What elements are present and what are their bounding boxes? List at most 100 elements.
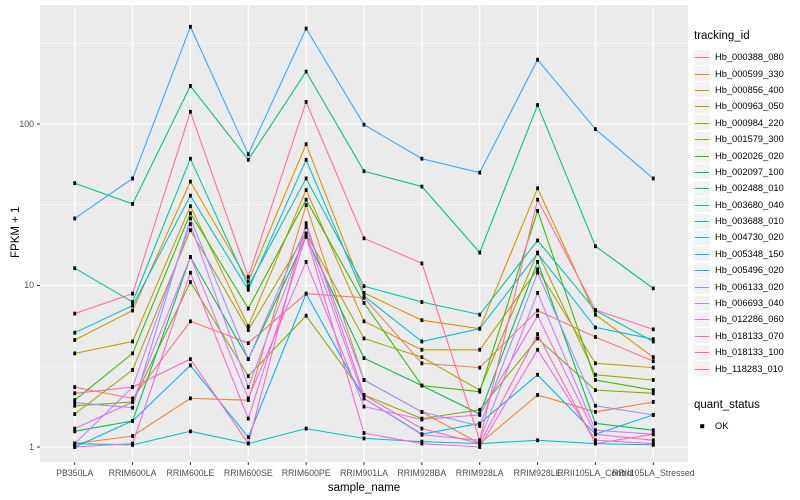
data-point	[594, 421, 597, 426]
data-point	[189, 211, 192, 216]
data-point	[131, 300, 134, 304]
data-point	[651, 428, 655, 433]
data-point	[246, 435, 250, 440]
legend-item-label: Hb_006133_020	[715, 281, 784, 292]
data-point	[420, 361, 424, 366]
data-point	[536, 290, 539, 295]
data-point	[131, 308, 134, 313]
data-point	[73, 181, 77, 186]
data-point	[536, 347, 539, 352]
legend-item: Hb_003688_010	[694, 213, 800, 229]
data-point	[304, 142, 308, 147]
legend-item-label: Hb_002026_020	[715, 150, 784, 161]
y-tick-label: 10	[24, 280, 34, 290]
data-point	[189, 270, 192, 275]
legend-item-label: Hb_118283_010	[715, 363, 784, 374]
legend-key-swatch	[694, 344, 710, 360]
data-point	[246, 306, 250, 311]
data-point	[189, 280, 192, 284]
data-point	[536, 438, 539, 443]
data-point	[189, 84, 192, 88]
data-point	[478, 347, 482, 352]
data-point	[189, 319, 192, 324]
data-point	[131, 339, 134, 344]
x-tick-label: PB350LA	[56, 468, 94, 478]
data-point	[73, 441, 77, 446]
legend-key-line	[695, 270, 709, 272]
data-point	[189, 396, 192, 401]
legend-key-line	[695, 368, 709, 370]
data-point	[362, 319, 366, 324]
legend-item-label: Hb_000388_080	[715, 52, 784, 63]
legend-key-line	[695, 122, 709, 124]
data-point	[420, 184, 424, 189]
legend-key-line	[695, 204, 709, 206]
data-point	[304, 69, 308, 74]
data-point	[362, 122, 366, 127]
x-tick-label: RRIM600LE	[166, 468, 215, 478]
legend-item: Hb_004730_020	[694, 229, 800, 245]
legend-item: Hb_000984_220	[694, 115, 800, 131]
legend-key-line	[695, 57, 709, 59]
data-point	[362, 236, 366, 241]
data-point	[594, 335, 597, 339]
data-point	[131, 291, 134, 296]
data-point	[536, 197, 539, 202]
quant-status-legend-items: OK	[694, 418, 800, 434]
data-point	[536, 308, 539, 313]
data-point	[246, 341, 250, 345]
data-point	[246, 374, 250, 378]
data-point	[478, 438, 482, 443]
data-point	[131, 396, 134, 401]
point-marker-icon	[700, 424, 704, 428]
data-point	[420, 439, 424, 444]
x-tick-label: RRIM928LA	[455, 468, 504, 478]
legend-item: Hb_000388_080	[694, 49, 800, 65]
data-point	[304, 176, 308, 181]
data-point	[304, 260, 308, 264]
legend-item-label: Hb_001579_300	[715, 134, 784, 145]
legend-key-line	[695, 286, 709, 288]
data-point	[362, 396, 366, 401]
data-point	[651, 359, 655, 364]
data-point	[651, 438, 655, 443]
data-point	[73, 426, 77, 431]
data-point	[420, 300, 424, 304]
legend-item-label: Hb_000963_050	[715, 101, 784, 112]
data-point	[73, 266, 77, 271]
data-point	[73, 429, 77, 434]
legend-item-label: Hb_000599_330	[715, 68, 784, 79]
data-point	[73, 351, 77, 356]
data-point	[420, 383, 424, 388]
data-point	[362, 431, 366, 435]
data-point	[73, 385, 77, 389]
data-point	[420, 355, 424, 360]
data-point	[536, 57, 539, 62]
legend-key-swatch	[694, 131, 710, 147]
data-point	[651, 388, 655, 393]
data-point	[189, 216, 192, 221]
data-point	[73, 338, 77, 342]
data-point	[536, 238, 539, 243]
legend-key-swatch	[694, 115, 710, 131]
legend-item-label: Hb_003688_010	[715, 216, 784, 227]
data-point	[594, 403, 597, 408]
data-point	[131, 202, 134, 206]
data-point	[73, 445, 77, 449]
legend-item: Hb_002026_020	[694, 147, 800, 164]
data-point	[246, 385, 250, 389]
data-point	[594, 312, 597, 317]
data-point	[594, 372, 597, 377]
data-point	[420, 426, 424, 431]
data-point	[651, 327, 655, 332]
data-point	[594, 441, 597, 446]
data-point	[304, 426, 308, 431]
legend-key-line	[695, 335, 709, 337]
quant-status-legend: quant_status OK	[694, 399, 800, 434]
legend-key-swatch	[694, 66, 710, 82]
data-point	[73, 330, 77, 335]
legend-item-label: Hb_018133_070	[715, 330, 784, 341]
legend-item-label: Hb_004730_020	[715, 232, 784, 243]
data-point	[594, 438, 597, 443]
